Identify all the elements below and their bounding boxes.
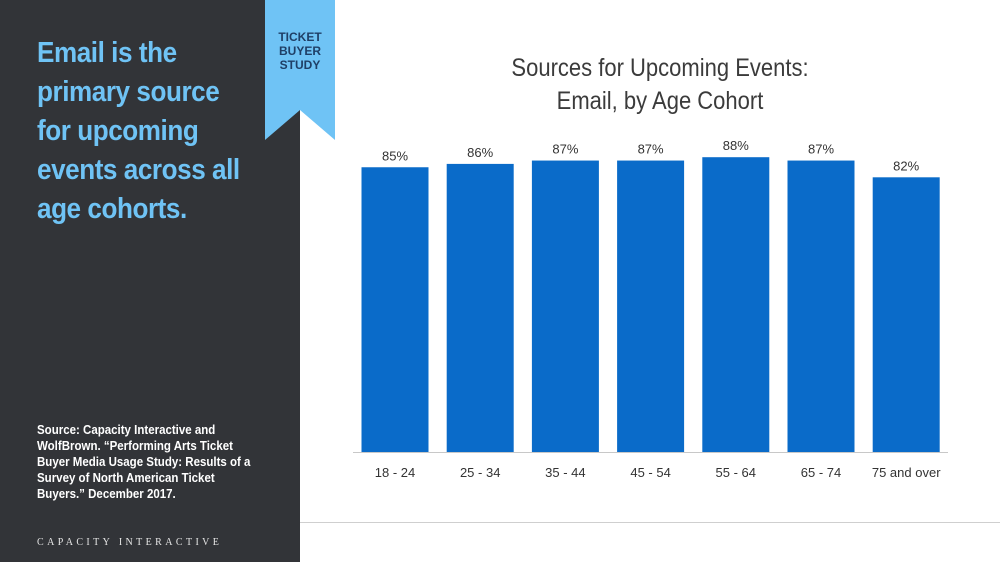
source-citation: Source: Capacity Interactive and WolfBro… xyxy=(37,423,251,501)
bar-6 xyxy=(872,177,940,453)
ribbon-shape xyxy=(265,0,335,140)
x-tick-label-0: 18 - 24 xyxy=(375,465,415,480)
x-tick-label-4: 55 - 64 xyxy=(716,465,756,480)
ribbon-line-2: BUYER xyxy=(278,44,321,58)
data-label-5: 87% xyxy=(808,142,834,157)
data-label-3: 87% xyxy=(638,142,664,157)
brand-wordmark: CAPACITY INTERACTIVE xyxy=(37,537,223,548)
data-label-6: 82% xyxy=(893,158,919,173)
ribbon-line-1: TICKET xyxy=(278,30,322,44)
bar-2 xyxy=(531,160,599,453)
headline: Email is the primary source for upcoming… xyxy=(37,37,240,225)
data-label-0: 85% xyxy=(382,148,408,163)
chart-title-line-1: Sources for Upcoming Events: xyxy=(511,54,809,82)
footer-divider xyxy=(300,522,1000,523)
ribbon-label: TICKET BUYER STUDY xyxy=(265,30,335,72)
bar-0 xyxy=(361,167,429,452)
bar-5 xyxy=(787,160,855,453)
x-tick-label-2: 35 - 44 xyxy=(545,465,585,480)
data-label-1: 86% xyxy=(467,145,493,160)
x-tick-label-1: 25 - 34 xyxy=(460,465,500,480)
ribbon-line-3: STUDY xyxy=(279,58,321,72)
ribbon-bookmark xyxy=(265,0,335,140)
sidebar: Email is the primary source for upcoming… xyxy=(0,0,300,562)
bar-4 xyxy=(702,157,770,452)
bar-1 xyxy=(446,163,514,452)
x-tick-label-3: 45 - 54 xyxy=(630,465,670,480)
data-label-4: 88% xyxy=(723,138,749,153)
chart-title-line-2: Email, by Age Cohort xyxy=(556,87,764,115)
x-tick-label-5: 65 - 74 xyxy=(801,465,841,480)
data-label-2: 87% xyxy=(552,142,578,157)
x-tick-label-6: 75 and over xyxy=(872,465,941,480)
bar-3 xyxy=(617,160,685,453)
chart-title: Sources for Upcoming Events: Email, by A… xyxy=(449,52,871,118)
